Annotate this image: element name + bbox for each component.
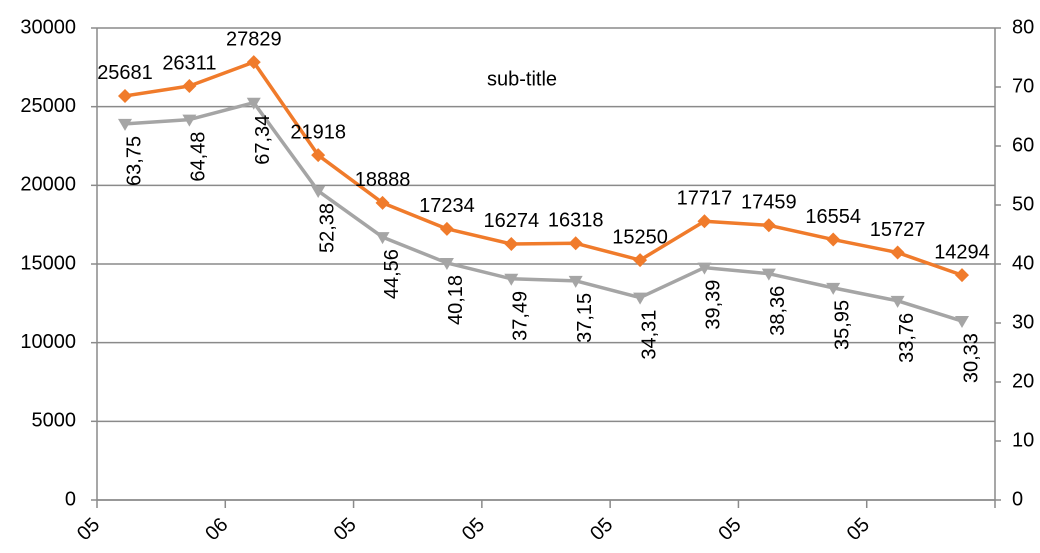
series-line: [124, 100, 963, 323]
y2-tick-label: 70: [1012, 75, 1034, 97]
data-label: 33,76: [896, 313, 918, 363]
y-tick-label: 20000: [20, 174, 76, 196]
data-label: 18888: [355, 169, 411, 191]
marker: [504, 273, 519, 286]
x-tick-label: 05: [843, 514, 874, 545]
y2-tick-label: 40: [1012, 252, 1034, 274]
marker: [246, 97, 261, 110]
data-label: 44,56: [381, 249, 403, 299]
data-label: 21918: [290, 121, 346, 143]
marker: [375, 232, 390, 245]
x-tick-label: 05: [458, 514, 489, 545]
data-label: 40,18: [445, 275, 467, 325]
data-label: 16554: [805, 206, 861, 228]
data-label: 17459: [741, 192, 797, 214]
marker: [697, 262, 712, 275]
x-tick-label: 06: [201, 514, 232, 545]
marker: [890, 245, 905, 260]
data-label: 64,48: [188, 132, 210, 182]
data-label: 67,34: [252, 115, 274, 165]
marker: [311, 148, 326, 163]
x-tick-label: 05: [586, 514, 617, 545]
data-label: 37,49: [510, 291, 532, 341]
data-label: 17234: [419, 195, 475, 217]
data-label: 15727: [870, 219, 926, 241]
x-tick-label: 05: [330, 514, 361, 545]
y-tick-label: 30000: [20, 16, 76, 38]
y2-tick-label: 50: [1012, 193, 1034, 215]
data-label: 34,31: [638, 310, 660, 360]
marker: [697, 214, 712, 229]
chart-subtitle: sub-title: [487, 68, 557, 90]
marker: [439, 221, 454, 236]
marker: [761, 218, 776, 233]
data-label: 15250: [612, 226, 668, 248]
y2-tick-label: 0: [1012, 488, 1023, 510]
y2-tick-label: 30: [1012, 311, 1034, 333]
data-label: 25681: [97, 62, 153, 84]
x-tick-label: 05: [73, 514, 104, 545]
marker: [890, 295, 905, 308]
marker: [633, 292, 648, 305]
marker: [568, 236, 583, 251]
marker: [311, 185, 326, 198]
y2-tick-label: 60: [1012, 134, 1034, 156]
data-label: 37,15: [574, 293, 596, 343]
marker: [633, 253, 648, 268]
marker: [826, 282, 841, 295]
marker: [182, 79, 197, 94]
marker: [761, 268, 776, 281]
marker: [118, 118, 132, 131]
marker: [826, 232, 841, 247]
data-label: 52,38: [316, 203, 338, 253]
x-tick-label: 05: [714, 514, 745, 545]
marker: [504, 236, 519, 251]
marker: [246, 55, 261, 70]
marker: [568, 275, 583, 288]
data-label: 35,95: [832, 300, 854, 350]
data-label: 63,75: [123, 136, 145, 186]
y-tick-label: 10000: [20, 331, 76, 353]
data-label: 27829: [226, 28, 282, 50]
y-tick-label: 15000: [20, 252, 76, 274]
data-label: 17717: [677, 188, 733, 210]
data-label: 30,33: [960, 333, 982, 383]
y-tick-label: 25000: [20, 95, 76, 117]
y-tick-label: 0: [65, 488, 76, 510]
marker: [118, 88, 132, 103]
y2-tick-label: 80: [1012, 16, 1034, 38]
data-label: 16318: [548, 210, 604, 232]
marker: [955, 316, 969, 329]
marker: [439, 257, 454, 270]
marker: [182, 114, 197, 127]
marker: [955, 268, 969, 283]
data-label: 26311: [162, 52, 216, 74]
marker: [375, 195, 390, 210]
data-label: 39,39: [703, 280, 725, 330]
series-line: [124, 60, 963, 277]
y2-tick-label: 10: [1012, 429, 1034, 451]
y-tick-label: 5000: [32, 410, 77, 432]
data-label: 14294: [934, 241, 990, 263]
data-label: 38,36: [767, 286, 789, 336]
data-label: 16274: [483, 210, 539, 232]
y2-tick-label: 20: [1012, 370, 1034, 392]
